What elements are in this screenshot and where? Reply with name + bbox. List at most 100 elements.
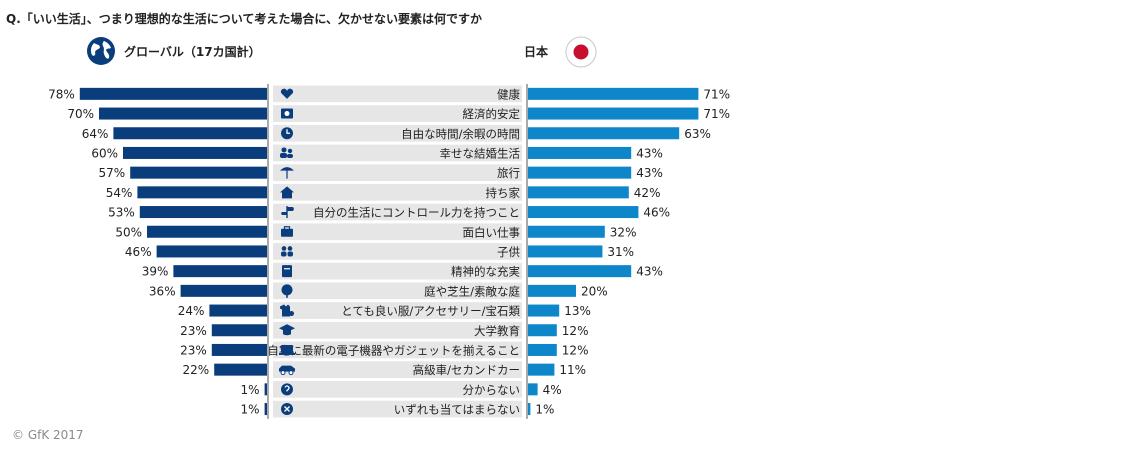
global-value-label: 1% (241, 403, 260, 417)
global-bar (173, 265, 267, 278)
japan-bar (528, 107, 699, 120)
japan-bar (528, 127, 680, 140)
category-band (273, 243, 522, 260)
japan-value-label: 43% (636, 146, 663, 160)
globe-icon (87, 37, 115, 65)
japan-bar (528, 383, 538, 396)
japan-bar (528, 206, 639, 219)
global-value-label: 57% (99, 166, 126, 180)
category-label: 自宅に最新の電子機器やガジェットを揃えること (267, 343, 520, 357)
category-label: とても良い服/アクセサリー/宝石類 (341, 304, 520, 318)
japan-bar (528, 343, 557, 356)
japan-series-label: 日本 (524, 45, 549, 59)
category-label: 健康 (497, 87, 520, 101)
house-icon (280, 186, 294, 199)
japan-bar (528, 87, 699, 100)
laptop-icon (279, 344, 295, 355)
heart-icon (280, 88, 294, 99)
global-value-label: 64% (82, 127, 109, 141)
category-label: いずれも当てはまらない (394, 403, 520, 417)
category-label: 大学教育 (474, 324, 520, 338)
global-bar (180, 284, 267, 297)
category-label: 自由な時間/余暇の時間 (401, 127, 520, 141)
global-bar (209, 304, 267, 317)
global-value-label: 54% (106, 186, 133, 200)
global-value-label: 22% (183, 363, 210, 377)
japan-value-label: 63% (684, 127, 711, 141)
category-band (273, 381, 522, 398)
global-value-label: 46% (125, 245, 152, 259)
category-label: 庭や芝生/素敵な庭 (424, 284, 520, 298)
category-band (273, 223, 522, 241)
clothing-icon (280, 304, 294, 317)
japan-bar (528, 363, 555, 376)
category-band (273, 124, 522, 142)
category-label: 高級車/セカンドカー (413, 363, 520, 377)
japan-value-label: 43% (636, 265, 663, 279)
cross-icon (281, 403, 293, 416)
japan-value-label: 71% (703, 87, 730, 101)
category-label: 精神的な充実 (451, 265, 520, 279)
global-value-label: 23% (180, 324, 207, 338)
global-bar (137, 186, 267, 199)
copyright-text: © GfK 2017 (12, 428, 84, 442)
japan-bar (528, 245, 603, 258)
global-value-label: 24% (178, 304, 205, 318)
japan-bar (528, 166, 632, 179)
global-bar (79, 87, 267, 100)
global-bar (214, 363, 267, 376)
japan-bar (528, 146, 632, 159)
global-bar (264, 383, 267, 396)
category-label: 経済的安定 (463, 107, 521, 121)
japan-bar (528, 403, 531, 416)
japan-value-label: 11% (559, 363, 586, 377)
global-value-label: 50% (115, 225, 142, 239)
category-band (273, 321, 522, 339)
category-label: 子供 (497, 245, 520, 259)
book-icon (282, 265, 292, 278)
japan-flag-icon (565, 36, 597, 68)
category-band (273, 361, 522, 378)
japan-bar (528, 186, 629, 199)
japan-value-label: 32% (610, 225, 637, 239)
graduation-cap-icon (279, 324, 295, 336)
japan-bar (528, 304, 560, 317)
category-band (273, 203, 522, 221)
safe-icon (281, 108, 293, 119)
category-label: 分からない (463, 383, 521, 397)
japan-value-label: 20% (581, 284, 608, 298)
japan-value-label: 71% (703, 107, 730, 121)
category-label: 自分の生活にコントロール力を持つこと (313, 206, 520, 220)
global-value-label: 78% (48, 87, 75, 101)
global-value-label: 36% (149, 284, 176, 298)
global-bar (211, 324, 267, 337)
global-bar (264, 403, 267, 416)
car-icon (279, 365, 295, 376)
clock-icon (281, 127, 293, 140)
beach-icon (280, 167, 294, 179)
global-bar (99, 107, 267, 120)
japan-value-label: 46% (643, 206, 670, 220)
global-value-label: 70% (67, 107, 94, 121)
japan-bar (528, 265, 632, 278)
category-band (273, 341, 522, 359)
japan-value-label: 31% (607, 245, 634, 259)
category-band (273, 164, 522, 181)
category-label: 旅行 (497, 166, 520, 180)
category-label: 幸せな結婚生活 (440, 146, 521, 160)
children-icon (281, 246, 293, 257)
category-label: 持ち家 (486, 186, 521, 200)
category-band (273, 85, 522, 103)
japan-value-label: 12% (562, 343, 589, 357)
global-value-label: 39% (142, 265, 169, 279)
couple-icon (280, 147, 293, 158)
global-bar (211, 343, 267, 356)
category-band (273, 262, 522, 280)
question-icon (281, 383, 293, 396)
category-label: 面白い仕事 (463, 225, 521, 239)
global-bar (130, 166, 267, 179)
category-band (273, 184, 522, 201)
global-bar (147, 225, 267, 238)
global-bar (123, 146, 267, 159)
